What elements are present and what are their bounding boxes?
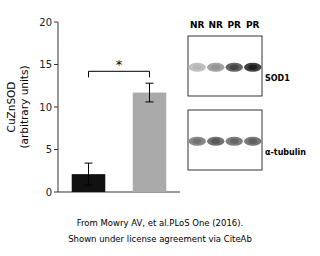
blot-band [226,63,243,72]
band-smear [189,63,206,72]
band-smear [207,137,224,146]
y-tick [54,22,58,23]
blot-band [244,137,261,146]
band-core [193,139,202,144]
y-tick-label: 20 [39,17,52,28]
bars [72,83,167,192]
y-axis-label: CuZnSOD [5,82,17,133]
y-tick-label: 15 [39,59,52,70]
lane-label: NR [190,20,205,30]
blot-band [226,137,243,146]
caption: From Mowry AV, et al.PLoS One (2016). [77,218,244,228]
error-line [88,163,89,185]
blot-band [207,63,224,72]
blot-band [207,137,224,146]
error-cap [85,163,93,164]
band-smear [226,63,243,72]
band-smear [244,63,261,72]
band-smear [244,137,261,146]
y-tick [54,192,58,193]
blot-band [189,137,206,146]
y-tick [54,149,58,150]
blot-band [189,63,206,72]
band-core [211,139,220,144]
lane-label: PR [227,20,241,30]
y-tick-label: 5 [46,144,52,155]
y-tick-label: 0 [46,187,52,198]
band-label: α-tubulin [265,148,306,157]
western-blot: NRNRPRPRSOD1α-tubulin [188,20,306,170]
band-core [248,139,257,144]
lane-label: PR [246,20,260,30]
error-cap [146,101,154,102]
caption: Shown under license agreement via CiteAb [68,234,252,244]
y-tick [54,64,58,65]
band-core [230,139,239,144]
band-core [230,65,239,70]
blot-panel [188,36,262,96]
y-axis-label: (arbitrary units) [18,65,30,148]
error-bar [146,83,154,102]
lane-label: NR [209,20,224,30]
chart: 05101520CuZnSOD(arbitrary units)*NRNRPRP… [0,0,320,256]
band-label: SOD1 [265,74,290,83]
band-smear [189,137,206,146]
band-smear [226,137,243,146]
error-line [149,83,150,102]
y-tick-label: 10 [39,102,52,113]
y-tick [54,107,58,108]
blot-panel [188,110,262,170]
bar [133,93,167,192]
significance-star: * [116,57,123,72]
band-core [193,65,202,70]
band-core [211,65,220,70]
error-bar [85,163,93,185]
error-cap [85,185,93,186]
blot-band [244,63,261,72]
band-smear [207,63,224,72]
y-axis: 0 5 10 15 20 [39,17,180,198]
band-core [248,65,257,70]
error-cap [146,83,154,84]
